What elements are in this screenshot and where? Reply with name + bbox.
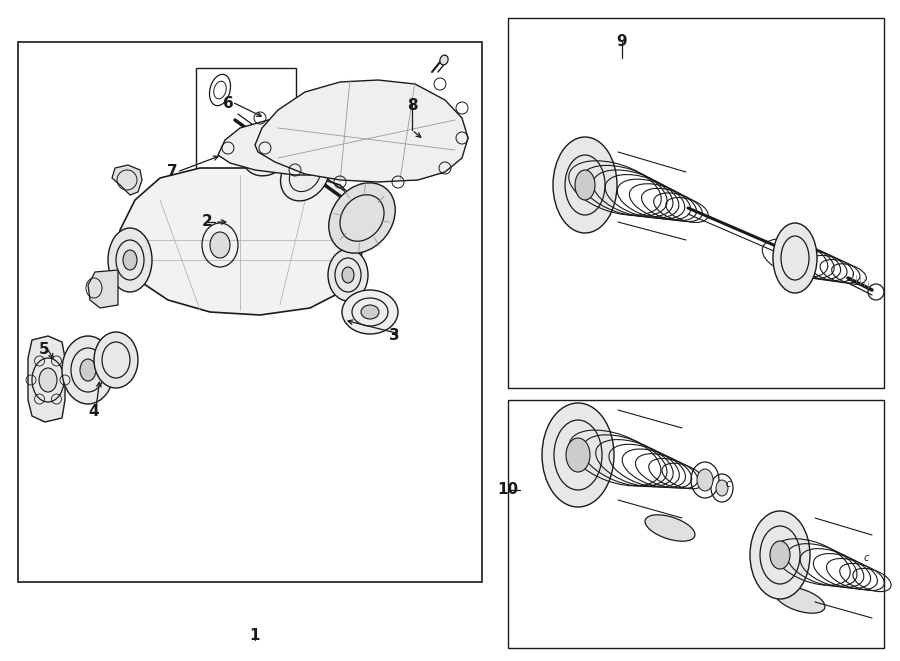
Ellipse shape	[697, 469, 713, 491]
Bar	[18, 42, 482, 582]
Text: 4: 4	[89, 403, 99, 418]
Ellipse shape	[342, 290, 398, 334]
Ellipse shape	[94, 332, 138, 388]
Ellipse shape	[328, 249, 368, 301]
Text: c: c	[864, 553, 869, 563]
Ellipse shape	[775, 587, 825, 613]
Text: 1: 1	[250, 627, 260, 642]
Polygon shape	[28, 336, 65, 422]
Ellipse shape	[645, 515, 695, 541]
Ellipse shape	[361, 305, 379, 319]
Ellipse shape	[542, 403, 614, 507]
Ellipse shape	[770, 541, 790, 569]
Ellipse shape	[210, 232, 230, 258]
Polygon shape	[88, 270, 118, 308]
Polygon shape	[255, 80, 468, 182]
Ellipse shape	[440, 55, 448, 65]
Ellipse shape	[430, 146, 442, 158]
Bar	[508, 400, 884, 648]
Ellipse shape	[773, 223, 817, 293]
Ellipse shape	[62, 336, 114, 404]
Ellipse shape	[342, 267, 354, 283]
Ellipse shape	[39, 368, 57, 392]
Ellipse shape	[241, 120, 294, 176]
Text: 6: 6	[222, 95, 233, 110]
Ellipse shape	[281, 149, 329, 201]
Ellipse shape	[413, 131, 427, 145]
Text: 9: 9	[616, 34, 627, 50]
Bar	[196, 68, 296, 263]
Bar	[508, 18, 884, 388]
Ellipse shape	[575, 170, 595, 200]
Ellipse shape	[553, 137, 617, 233]
Text: c: c	[726, 479, 732, 489]
Text: 3: 3	[389, 329, 400, 344]
Text: 10: 10	[498, 483, 518, 498]
Text: 8: 8	[407, 98, 418, 112]
Text: 7: 7	[166, 165, 177, 180]
Text: 5: 5	[39, 342, 50, 356]
Ellipse shape	[108, 228, 152, 292]
Ellipse shape	[750, 511, 810, 599]
Polygon shape	[118, 168, 365, 315]
Ellipse shape	[716, 480, 728, 496]
Text: 2: 2	[202, 215, 212, 229]
Polygon shape	[112, 165, 142, 195]
Ellipse shape	[566, 438, 590, 472]
Ellipse shape	[80, 359, 96, 381]
Polygon shape	[218, 118, 394, 175]
Ellipse shape	[123, 250, 137, 270]
Ellipse shape	[328, 183, 395, 253]
